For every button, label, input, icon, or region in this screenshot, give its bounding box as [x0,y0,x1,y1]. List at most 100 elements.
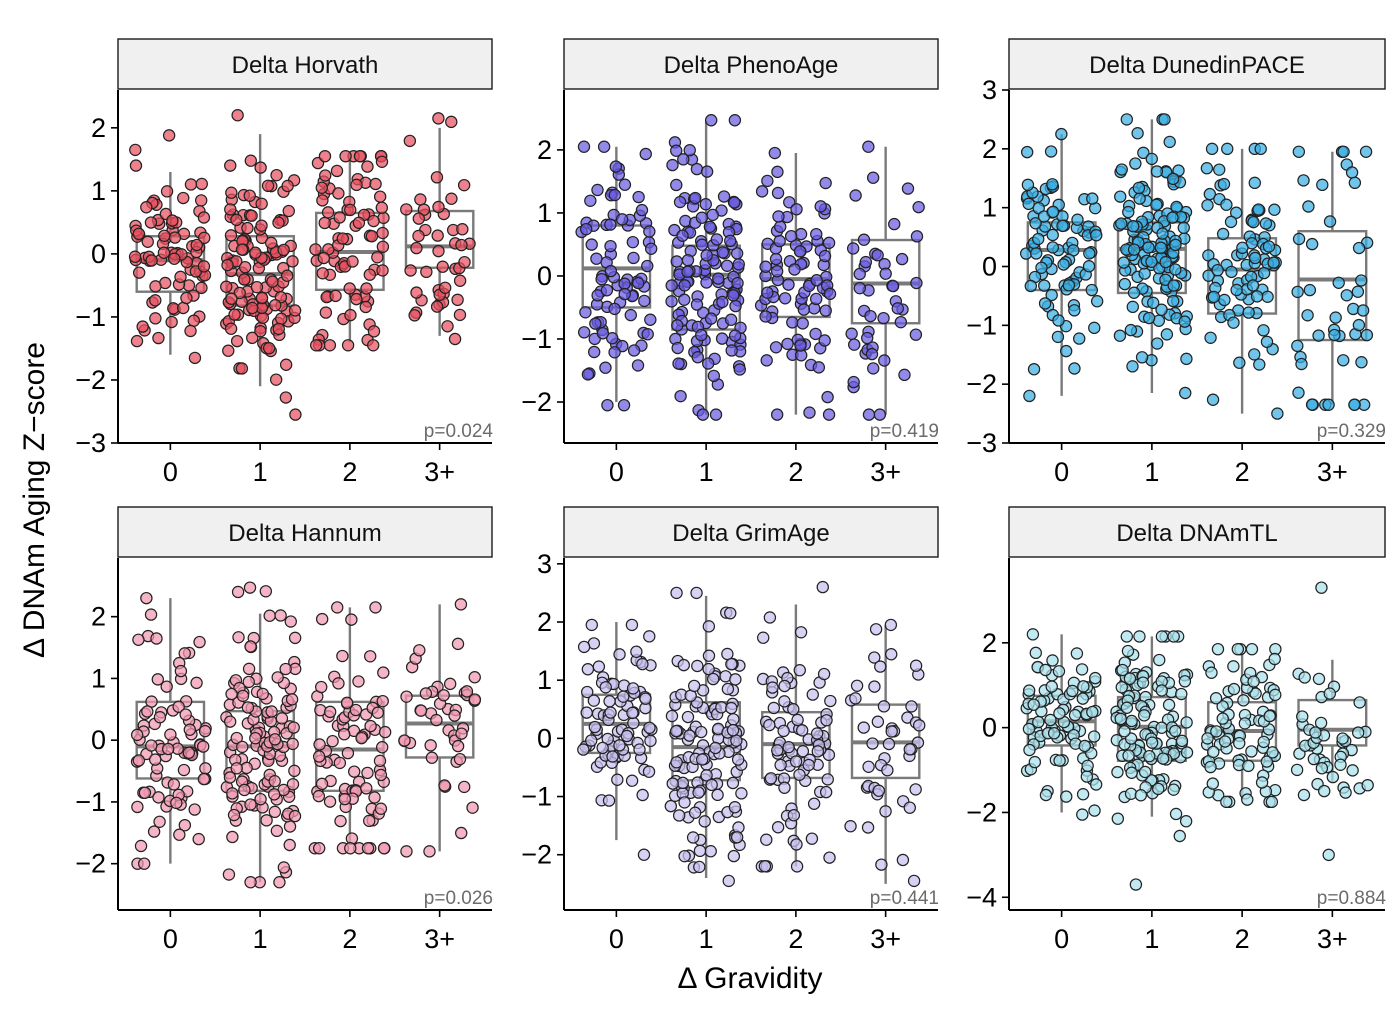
data-point [225,292,238,305]
data-point [793,664,806,677]
data-point [692,786,705,799]
data-point [670,586,683,600]
data-point [1113,329,1127,342]
data-point [774,220,787,233]
x-tick-label: 2 [788,457,803,487]
data-point [149,312,162,325]
data-point [790,860,804,873]
data-point [312,750,326,763]
data-point [410,286,423,299]
data-point [323,705,337,719]
data-point [879,805,892,818]
y-tick-label: 2 [537,607,552,637]
data-point [1296,710,1309,723]
data-point [683,144,696,157]
data-point [157,246,171,259]
data-point [1124,323,1138,337]
data-point [132,633,145,646]
data-point [1046,241,1059,254]
data-point [162,129,176,142]
data-point [226,830,239,844]
data-point [1211,263,1224,277]
data-point [698,815,711,828]
data-point [759,310,772,323]
data-point [352,675,365,688]
data-point [702,662,715,676]
data-point [724,606,737,620]
data-point [1211,642,1225,656]
data-point [1323,215,1337,228]
data-point [611,773,624,786]
data-point [805,832,819,845]
data-point [757,631,770,644]
data-point [138,786,152,799]
data-point [729,673,742,686]
data-point [1039,663,1052,677]
data-point [1138,267,1151,280]
data-point [222,344,235,357]
data-point [316,194,329,207]
data-point [778,679,791,693]
y-tick-label: 1 [982,193,997,223]
data-point [666,777,679,790]
data-point [821,390,834,404]
data-point [633,743,646,756]
data-point [448,332,462,346]
data-point [288,304,302,317]
data-point [871,715,885,728]
x-axis-title: Δ Gravidity [677,962,822,995]
data-point [1291,285,1304,299]
data-point [199,762,212,775]
facet-title: Delta DNAmTL [1116,520,1277,547]
data-point [1255,776,1269,789]
x-tick-label: 0 [1054,924,1069,954]
data-point [413,644,426,657]
data-point [599,361,612,374]
data-point [338,727,351,741]
box-group-2 [308,601,392,855]
data-point [228,308,241,321]
data-point [816,580,829,594]
data-point [1169,238,1182,252]
data-point [761,286,774,299]
data-point [279,358,293,371]
y-tick-label: −1 [75,302,106,332]
data-point [315,680,328,694]
data-point [1145,255,1158,268]
data-point [273,876,286,889]
data-point [1155,303,1168,316]
data-point [725,657,738,671]
data-point [231,109,244,122]
data-point [690,162,704,176]
data-point [1085,283,1098,297]
data-point [1023,743,1036,757]
box-group-0 [577,618,658,861]
data-point [340,696,354,709]
data-point [172,700,185,713]
data-point [1027,363,1041,376]
data-point [344,203,357,217]
data-point [138,857,151,870]
data-point [454,598,468,611]
y-tick-label: −1 [521,782,552,812]
data-point [348,765,361,778]
data-point [334,814,347,828]
data-point [1060,790,1073,803]
box-group-2 [1200,142,1284,420]
data-point [701,357,715,370]
data-point [378,725,392,739]
data-point [1252,203,1265,216]
data-point [309,243,322,256]
data-point [1127,286,1141,299]
data-point [910,230,924,243]
data-point [665,279,678,292]
data-point [182,746,196,759]
data-point [670,724,683,738]
data-point [817,667,831,681]
y-tick-label: −1 [75,787,106,817]
data-point [885,648,898,661]
data-point [174,270,187,284]
data-point [1175,687,1188,701]
data-point [344,308,357,322]
